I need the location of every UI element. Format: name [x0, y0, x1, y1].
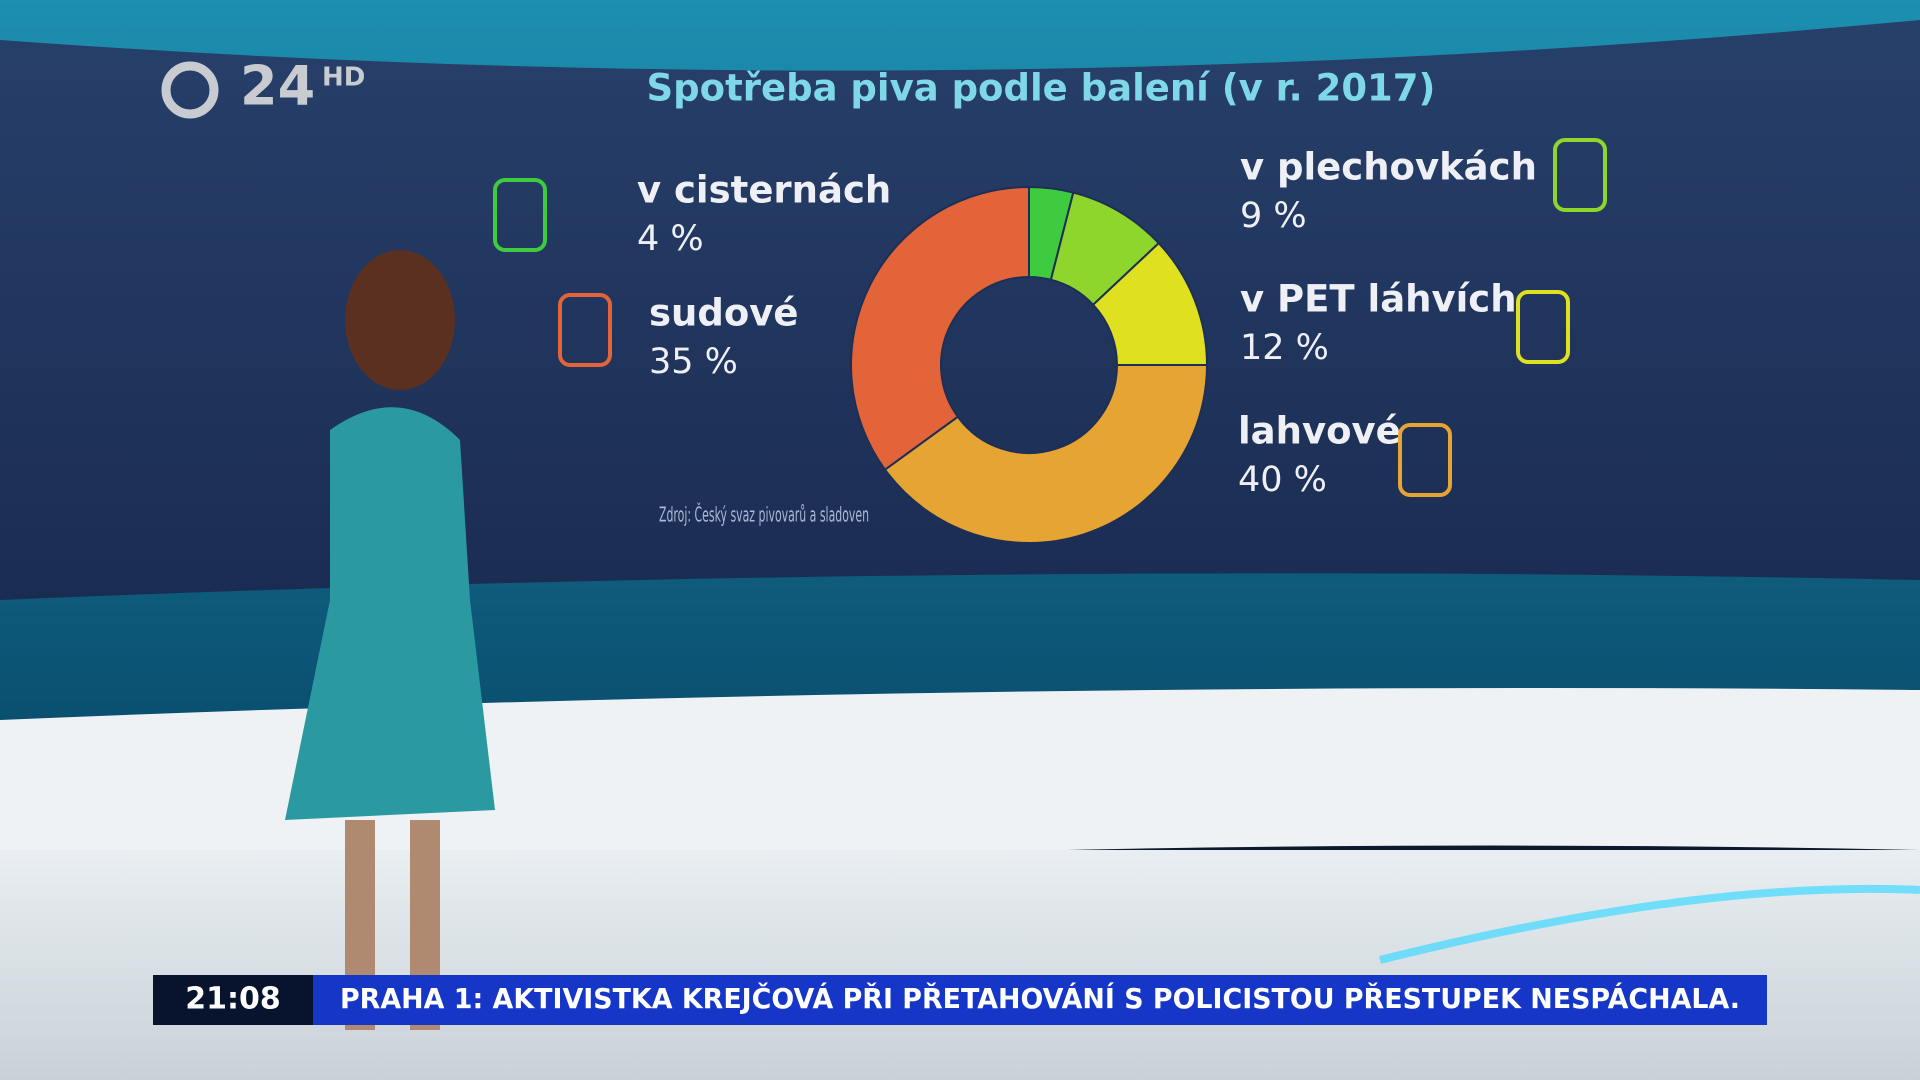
legend-label: v cisternách	[637, 169, 891, 212]
legend-value: 35 %	[649, 342, 738, 382]
legend-icon	[493, 178, 547, 252]
channel-quality: HD	[322, 63, 365, 93]
logo-mark	[161, 61, 219, 119]
donut-segment	[883, 364, 1209, 544]
headline: PRAHA 1: AKTIVISTKA KREJČOVÁ PŘI PŘETAHO…	[340, 981, 1740, 1015]
legend-icon	[1553, 138, 1607, 212]
legend-icon	[1398, 423, 1452, 497]
legend-value: 12 %	[1240, 328, 1329, 368]
time: 21:08	[185, 982, 281, 1017]
legend-label: v plechovkách	[1240, 146, 1537, 189]
ticker	[313, 975, 1767, 1025]
donut-chart: v cisternách 4 % v plechovkách 9 % v PET láh…	[493, 138, 1607, 544]
donut-segment	[850, 185, 1030, 472]
legend-label: lahvové	[1238, 410, 1401, 453]
floor-light	[1379, 884, 1920, 964]
chart-title: Spotřeba piva podle balení (v r. 2017)	[647, 67, 1436, 110]
time-box	[153, 975, 313, 1025]
legend-label: sudové	[649, 292, 798, 335]
legend-label: v PET láhvích	[1240, 278, 1517, 321]
legend-icon	[558, 293, 612, 367]
legend-value: 9 %	[1240, 196, 1307, 236]
source: Zdroj: Český svaz pivovarů a sladoven	[659, 503, 869, 527]
floor	[0, 850, 1920, 1080]
legend-value: 40 %	[1238, 460, 1327, 500]
legend-icon	[1516, 290, 1570, 364]
legend-value: 4 %	[637, 219, 704, 259]
channel-logo: 24	[240, 55, 315, 118]
